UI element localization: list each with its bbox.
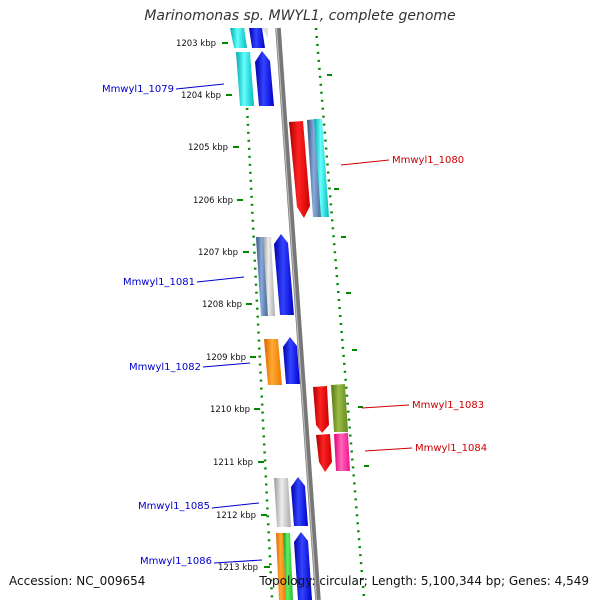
scale-tick-marks [222,42,369,568]
accession-text: Accession: NC_009654 [9,574,146,588]
genome-backbone [275,27,321,600]
gene-block-1084[interactable] [316,433,350,472]
genome-backbone-highlight [275,27,318,600]
scale-tick-label: 1207 kbp [198,248,238,258]
gene-leader-line [364,447,413,452]
gene-block-1086[interactable] [276,532,312,600]
scale-tick-label: 1205 kbp [188,143,228,153]
gene-block-top[interactable] [230,28,268,48]
gene-label-1081[interactable]: Mmwyl1_1081 [123,277,195,288]
gene-block-1080[interactable] [289,119,329,218]
gene-label-1082[interactable]: Mmwyl1_1082 [129,362,201,373]
scale-tick-label: 1209 kbp [206,353,246,363]
gene-block-1079[interactable] [236,51,274,106]
gene-leader-line [196,276,245,283]
gene-block-1085[interactable] [274,477,308,527]
gene-leader-line [202,362,251,368]
gene-block-1081[interactable] [256,234,294,316]
scale-tick-label: 1204 kbp [181,91,221,101]
right-track-guide [314,27,366,599]
gene-label-1079[interactable]: Mmwyl1_1079 [102,84,174,95]
gene-leader-line [211,502,260,509]
scale-tick-label: 1210 kbp [210,405,250,415]
page-title: Marinomonas sp. MWYL1, complete genome [144,8,456,24]
gene-label-1085[interactable]: Mmwyl1_1085 [138,501,210,512]
gene-label-1080[interactable]: Mmwyl1_1080 [392,155,464,166]
gene-leader-line [340,159,390,166]
gene-leader-line [213,559,263,564]
gene-block-1083[interactable] [313,384,348,433]
gene-leader-line [361,404,410,409]
scale-tick-label: 1203 kbp [176,39,216,49]
gene-label-1083[interactable]: Mmwyl1_1083 [412,400,484,411]
gene-label-1084[interactable]: Mmwyl1_1084 [415,443,487,454]
scale-tick-label: 1213 kbp [218,563,258,573]
gene-block-1082[interactable] [264,337,300,385]
scale-tick-label: 1208 kbp [202,300,242,310]
scale-tick-label: 1211 kbp [213,458,253,468]
scale-tick-label: 1212 kbp [216,511,256,521]
gene-leader-line [175,83,225,90]
gene-label-1086[interactable]: Mmwyl1_1086 [140,556,212,567]
topology-text: Topology: circular; Length: 5,100,344 bp… [259,574,589,588]
scale-tick-label: 1206 kbp [193,196,233,206]
